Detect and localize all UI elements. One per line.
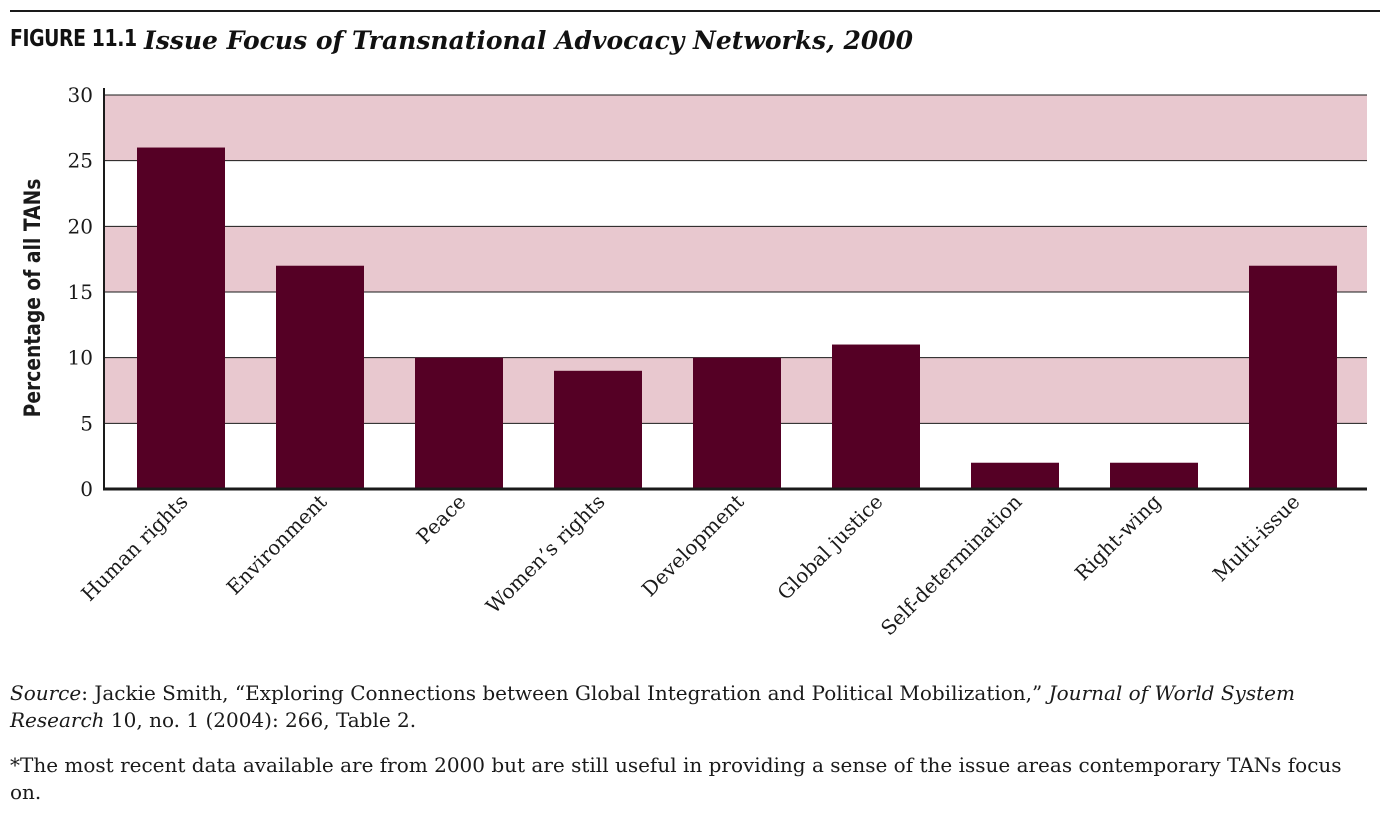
source-label: Source [10, 681, 82, 705]
journal-name: Journal of World System Research [10, 681, 1295, 732]
x-tick-label: Human rights [76, 490, 192, 606]
bar [276, 265, 364, 489]
bar-chart: 0 5 10 15 20 25 30 Human rights Environment Peace… [20, 83, 1367, 640]
y-tick-label: 25 [68, 149, 93, 173]
footnote: *The most recent data available are from… [10, 753, 1342, 804]
bar [693, 357, 781, 489]
bar [971, 462, 1059, 489]
x-tick-label: Global justice [772, 490, 887, 605]
y-axis-label: Percentage of all TANs [20, 179, 46, 418]
x-tick-label: Environment [222, 490, 332, 600]
bar [1110, 462, 1198, 489]
source-text: : Jackie Smith, “Exploring Connections b… [81, 681, 1049, 705]
x-tick-label: Self-determination [876, 489, 1027, 640]
citation-detail: 10, no. 1 (2004): 266, Table 2. [104, 708, 417, 732]
source-note: Source: Jackie Smith, “Exploring Connect… [10, 680, 1370, 734]
y-tick-label: 15 [68, 280, 93, 304]
x-tick-label: Multi-issue [1208, 490, 1305, 587]
bar [137, 147, 225, 490]
y-tick-label: 10 [68, 346, 93, 370]
figure-title: FIGURE 11.1 Issue Focus of Transnational… [10, 26, 913, 55]
bar [832, 344, 920, 489]
x-tick-label: Women’s rights [481, 490, 610, 619]
bar [554, 370, 642, 489]
bar [1249, 265, 1337, 489]
y-tick-label: 30 [68, 83, 93, 107]
x-tick-label: Development [637, 490, 749, 602]
y-tick-label: 20 [68, 214, 93, 238]
y-tick-label: 5 [80, 411, 93, 435]
top-rule [10, 10, 1380, 12]
x-tick-label: Right-wing [1070, 489, 1166, 585]
figure-number: FIGURE 11.1 [10, 26, 137, 52]
grid-band [104, 95, 1367, 161]
figure-title-text: Issue Focus of Transnational Advocacy Ne… [144, 26, 914, 55]
bar [415, 357, 503, 489]
x-tick-label: Peace [412, 490, 471, 549]
y-tick-label: 0 [80, 477, 93, 501]
